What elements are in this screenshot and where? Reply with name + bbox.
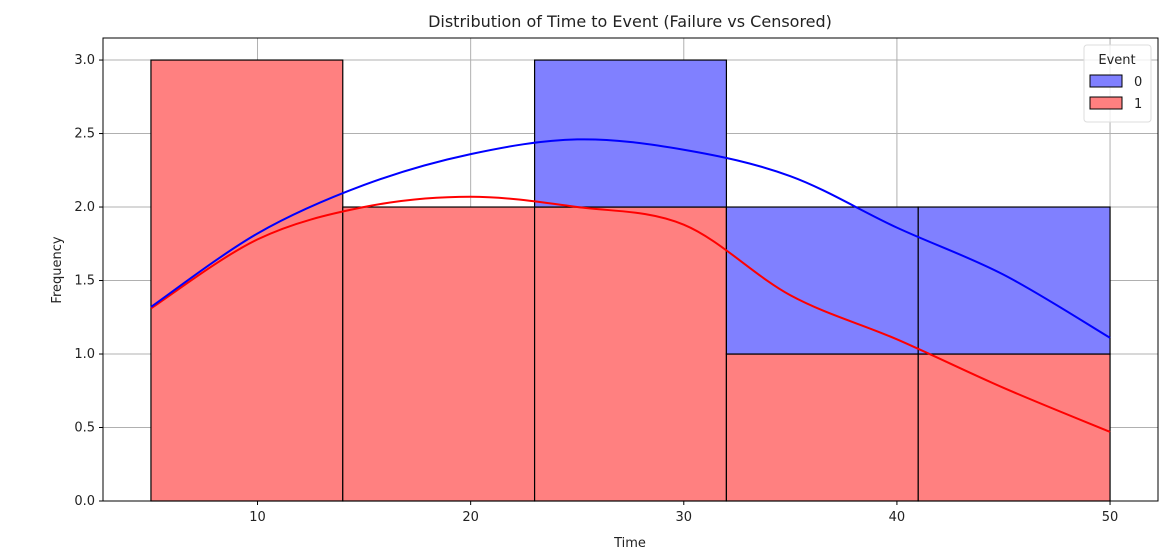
y-axis-label: Frequency	[50, 236, 65, 303]
legend: Event 0 1	[1083, 44, 1152, 123]
y-tick-label: 0.5	[74, 421, 95, 436]
x-tick-label: 40	[889, 510, 906, 525]
kde-curve-event-0	[150, 138, 1111, 339]
histogram-bar-event-1	[150, 59, 344, 502]
histogram-bar-event-1	[917, 353, 1111, 502]
legend-label-event-1: 1	[1134, 97, 1142, 112]
histogram-bar-event-1	[342, 206, 536, 502]
histogram-bar-event-0	[725, 206, 919, 355]
y-tick-label: 3.0	[74, 53, 95, 68]
x-tick-label: 20	[462, 510, 479, 525]
x-tick-label: 50	[1102, 510, 1119, 525]
y-tick-label: 2.0	[74, 200, 95, 215]
x-tick-label: 10	[249, 510, 266, 525]
legend-swatch-event-0	[1089, 74, 1123, 88]
y-tick-label: 0.0	[74, 494, 95, 509]
x-tick-label: 30	[676, 510, 693, 525]
y-tick-label: 1.0	[74, 347, 95, 362]
plot-frame	[102, 37, 1159, 502]
legend-swatch-event-1	[1089, 96, 1123, 110]
y-tick-label: 1.5	[74, 274, 95, 289]
legend-label-event-0: 0	[1134, 75, 1142, 90]
chart-title: Distribution of Time to Event (Failure v…	[428, 12, 832, 31]
histogram-bar-event-1	[533, 206, 728, 502]
y-tick-label: 2.5	[74, 127, 95, 142]
histogram-bar-event-0	[533, 59, 728, 208]
histogram-bar-event-1	[725, 353, 919, 502]
kde-curve-event-1	[150, 195, 1111, 433]
legend-title: Event	[1098, 53, 1135, 68]
x-axis-label: Time	[613, 536, 646, 551]
